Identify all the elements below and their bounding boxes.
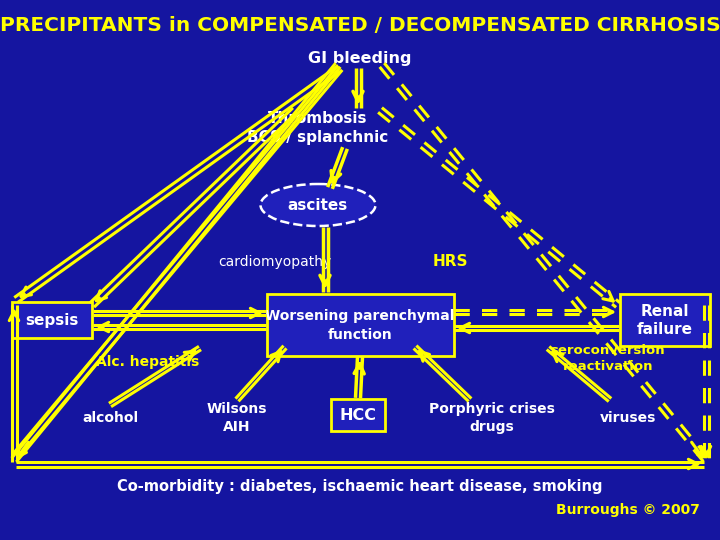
Text: Renal: Renal (641, 303, 689, 319)
Text: function: function (328, 328, 392, 342)
FancyBboxPatch shape (620, 294, 710, 346)
FancyBboxPatch shape (266, 294, 454, 356)
Text: viruses: viruses (600, 411, 656, 425)
Text: failure: failure (637, 321, 693, 336)
Text: Thrombosis
BCS / splanchnic: Thrombosis BCS / splanchnic (248, 111, 389, 145)
Text: cardiomyopathy: cardiomyopathy (218, 255, 332, 269)
Text: alcohol: alcohol (82, 411, 138, 425)
FancyBboxPatch shape (331, 399, 385, 431)
Text: Worsening parenchymal: Worsening parenchymal (265, 309, 455, 323)
Ellipse shape (261, 184, 376, 226)
Text: Porphyric crises
drugs: Porphyric crises drugs (429, 402, 555, 434)
Text: PRECIPITANTS in COMPENSATED / DECOMPENSATED CIRRHOSIS: PRECIPITANTS in COMPENSATED / DECOMPENSA… (0, 16, 720, 35)
FancyBboxPatch shape (12, 302, 92, 338)
Text: seroconversion
reactivation: seroconversion reactivation (551, 343, 665, 373)
Text: Wilsons
AIH: Wilsons AIH (207, 402, 267, 434)
Text: GI bleeding: GI bleeding (308, 51, 412, 65)
Text: HRS: HRS (432, 254, 468, 269)
Text: Alc. hepatitis: Alc. hepatitis (96, 355, 199, 369)
Text: Burroughs © 2007: Burroughs © 2007 (556, 503, 700, 517)
Text: HCC: HCC (340, 408, 377, 422)
Text: sepsis: sepsis (25, 313, 78, 327)
Text: ascites: ascites (288, 198, 348, 213)
Text: Co-morbidity : diabetes, ischaemic heart disease, smoking: Co-morbidity : diabetes, ischaemic heart… (117, 480, 603, 495)
